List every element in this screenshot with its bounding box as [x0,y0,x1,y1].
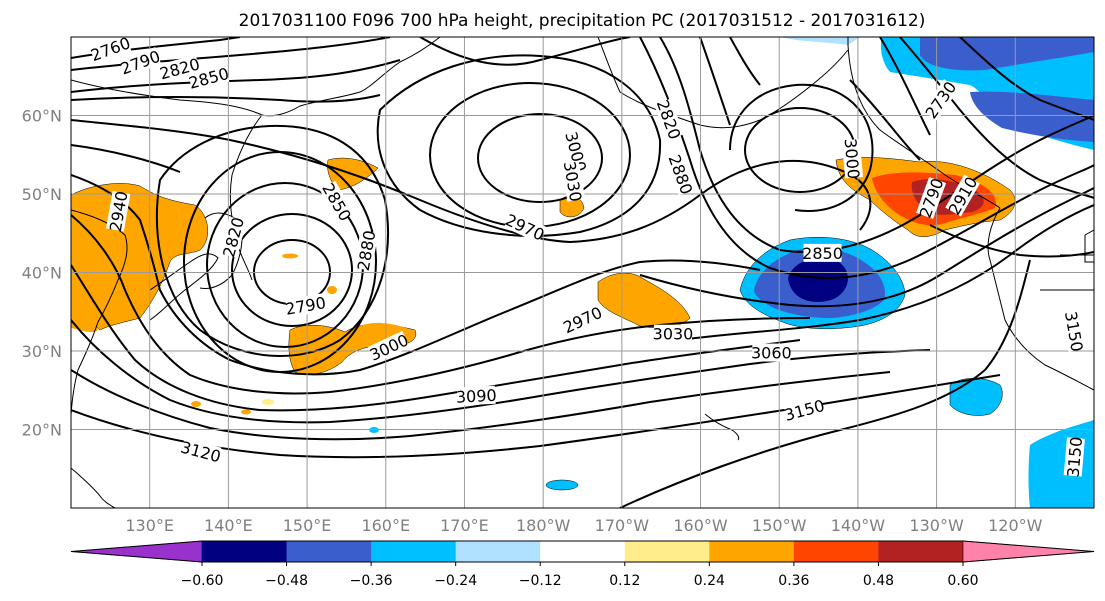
colorbar-tick-label: −0.24 [434,573,477,589]
longitude-labels: 130°E 140°E 150°E 160°E 170°E 180°W 170°W 160°W… [125,516,1042,535]
lon-tick-label: 140°W [831,516,886,535]
contour-label: 2820 [219,215,248,259]
contour-label-bg [752,343,791,362]
colorbar-swatch [202,541,288,562]
contour-label-text: 2850 [802,244,843,263]
contour-label-bg [665,153,696,196]
lon-tick-label: 160°W [673,516,728,535]
contour-label-bg [285,293,326,318]
contour-label: 3150 [1061,310,1087,353]
colorbar-swatch [793,541,879,562]
contour-label-bg [803,243,842,262]
contour-label-text: 3030 [653,325,694,344]
contour-label-bg [561,303,604,336]
latitude-labels: 60°N 50°N 40°N 30°N 20°N [22,107,62,440]
contour-label-bg [504,210,547,244]
colorbar-tick-label: 0.24 [694,573,725,589]
graticule [71,37,1094,508]
contour-label-bg [945,174,980,217]
colorbar-tick-label: −0.48 [265,573,308,589]
colorbar-swatch [371,541,457,562]
contour-label-bg [562,130,590,173]
colorbar-extend-max [962,540,1095,563]
colorbar-swatch [286,541,372,562]
contour-label: 3090 [455,386,497,407]
lon-tick-label: 170°W [595,516,650,535]
contour-label-bg [916,176,947,219]
lon-tick-label: 140°E [204,516,253,535]
figure-title: 2017031100 F096 700 hPa height, precipit… [239,11,926,31]
contour-label-bg [653,324,692,343]
contour-label-bg [1063,437,1085,477]
contour-label-bg [783,396,826,424]
colorbar-tick-label: 0.12 [609,573,640,589]
contour-label-bg [89,37,132,64]
contour-label: 3060 [751,343,792,363]
lon-tick-label: 120°W [988,516,1043,535]
contour-label: 3000 [841,138,863,180]
map-content: 2760279028202850294028202850288027903000… [71,37,1094,508]
contour-label: 3030 [653,324,694,344]
colorbar-swatch [540,541,626,562]
colorbar-tick-label: −0.12 [519,573,562,589]
colorbar-tick-label: 0.36 [778,573,809,589]
contour-label: 2850 [802,243,843,263]
contour-label-bg [367,330,410,364]
lat-tick-label: 50°N [22,185,62,204]
lon-tick-label: 150°E [283,516,332,535]
contour-label-bg [841,138,864,179]
map-frame [70,36,1095,509]
contour-label-bg [654,98,685,141]
contour-label-bg [188,64,230,92]
contour-label-bg [1062,311,1087,352]
lon-tick-label: 150°W [752,516,807,535]
contour-label-text: 3090 [455,386,497,407]
lat-tick-label: 20°N [22,421,62,440]
colorbar-tick-label: 0.48 [863,573,894,589]
colorbar-swatch [624,541,710,562]
colorbar-swatch [455,541,541,562]
colorbar-tick-label: −0.60 [181,573,224,589]
contour-label-bg [319,180,355,223]
colorbar-swatch [709,541,795,562]
lat-tick-label: 40°N [22,264,62,283]
contour-label-bg [219,216,247,258]
colorbar-tick-label: 0.60 [947,573,978,589]
contour-label-bg [456,385,496,406]
colorbar-swatch [878,541,964,562]
lon-tick-label: 130°E [125,516,174,535]
contour-label-bg [353,230,379,271]
contour-label-text: 3000 [841,138,863,180]
lat-tick-label: 30°N [22,342,62,361]
lon-tick-label: 170°E [440,516,489,535]
lon-tick-label: 180°W [516,516,571,535]
contour-label: 3150 [1064,436,1086,478]
lat-tick-label: 60°N [22,107,62,126]
contour-label-bg [119,47,162,78]
colorbar-extend-min [70,540,203,563]
height-contours [71,37,1094,508]
lon-tick-label: 160°E [361,516,410,535]
colorbar: −0.60 −0.48 −0.36 −0.24 −0.12 0.12 0.24 0.36 0.4… [70,540,1095,589]
contour-label-text: 3150 [1064,436,1086,478]
contour-label-bg [560,161,586,202]
contour-label-bg [180,437,222,466]
colorbar-tick-label: −0.36 [350,573,393,589]
contour-label-bg [922,79,959,121]
lon-tick-label: 130°W [909,516,964,535]
contour-label-text: 3060 [751,344,792,363]
contour-label-bg [158,54,201,83]
contour-label-bg [106,190,131,232]
